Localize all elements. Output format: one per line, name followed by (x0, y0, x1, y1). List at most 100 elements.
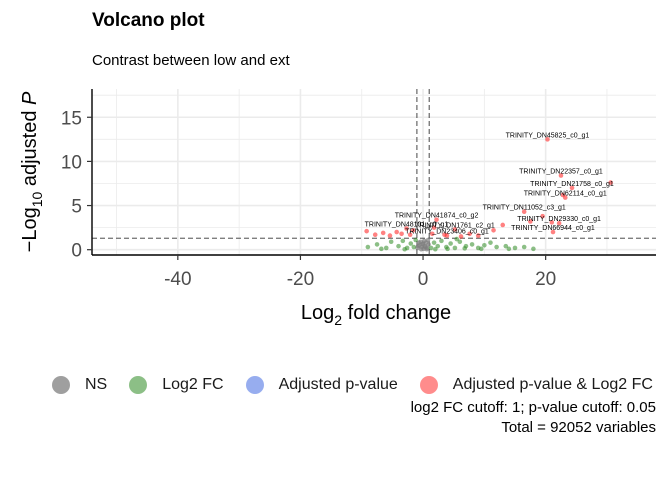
legend: NS Log2 FC Adjusted p-value Adjusted p-v… (52, 372, 672, 398)
data-point (521, 244, 527, 250)
legend-label: Adjusted p-value & Log2 FC (452, 376, 653, 393)
caption-total: Total = 92052 variables (501, 419, 656, 436)
point-label: TRINITY_DN21758_c0_g1 (530, 181, 614, 188)
data-point (435, 243, 441, 249)
y-tick-label: 10 (61, 152, 82, 173)
data-point (411, 244, 417, 250)
point-label: TRINITY_DN22357_c0_g1 (519, 169, 603, 176)
x-tick-label: 0 (418, 269, 429, 290)
data-point (396, 243, 401, 249)
data-point (457, 239, 463, 245)
point-label: TRINITY_DN66944_c0_g1 (511, 225, 595, 232)
data-point (491, 227, 496, 233)
legend-label: Adjusted p-value (278, 376, 398, 393)
data-point (506, 246, 512, 252)
legend-label: Log2 FC (162, 376, 224, 393)
point-label: TRINITY_DN11052_c3_g1 (483, 205, 566, 212)
data-point (482, 242, 487, 248)
data-point (462, 246, 468, 251)
data-point (429, 231, 435, 237)
data-point (388, 239, 394, 245)
data-point (431, 240, 437, 245)
legend-item-ns: NS (52, 376, 107, 394)
data-point (426, 242, 431, 247)
data-point (452, 245, 458, 251)
data-point (550, 229, 556, 235)
legend-key-log2fc (129, 376, 148, 394)
data-point (558, 173, 564, 178)
chart-caption: log2 FC cutoff: 1; p-value cutoff: 0.05 … (411, 398, 656, 438)
data-point (448, 241, 453, 246)
legend-key-ns (52, 376, 70, 394)
data-point (402, 246, 407, 252)
data-point (408, 241, 414, 246)
data-point (413, 237, 418, 243)
data-point (512, 245, 518, 251)
data-point (452, 227, 458, 232)
data-point (488, 240, 493, 245)
data-point (500, 222, 506, 228)
chart-title: Volcano plot (92, 10, 205, 31)
axes: -40 -20 0 20 0 5 10 15 (61, 89, 656, 290)
data-point (383, 245, 389, 251)
data-point (407, 232, 413, 237)
legend-label: NS (85, 376, 108, 393)
data-points (364, 137, 613, 252)
data-point (428, 245, 434, 251)
data-point (374, 242, 380, 247)
point-labels: TRINITY_DN45825_c0_g1 TRINITY_DN22357_c0_… (365, 132, 614, 235)
data-point (431, 225, 437, 230)
data-point (394, 229, 399, 235)
y-axis-title: −Log10 adjusted P (19, 91, 45, 252)
x-tick-label: -40 (164, 269, 191, 290)
legend-item-adjusted-pvalue-and-log2fc: Adjusted p-value & Log2 FC (419, 376, 653, 394)
data-point (425, 237, 431, 243)
data-point (372, 232, 378, 237)
data-point (494, 244, 499, 250)
data-point (400, 238, 406, 244)
legend-key-adjusted-pvalue-and-log2fc (419, 376, 438, 394)
legend-item-log2fc: Log2 FC (129, 376, 224, 394)
data-point (439, 238, 444, 244)
data-point (454, 236, 460, 242)
data-point (549, 220, 555, 225)
data-point (404, 226, 409, 231)
data-point (423, 244, 428, 250)
x-tick-label: -20 (287, 269, 314, 290)
data-point (608, 180, 613, 185)
y-tick-label: 15 (61, 108, 82, 129)
data-point (475, 233, 481, 238)
data-point (458, 234, 464, 239)
point-label: TRINITY_DN1761_c2_g1 (415, 222, 495, 229)
caption-cutoffs: log2 FC cutoff: 1; p-value cutoff: 0.05 (410, 399, 656, 416)
data-point (503, 243, 509, 249)
data-point (420, 242, 425, 247)
data-point (569, 185, 575, 191)
cutoff-lines (92, 89, 656, 255)
data-point (444, 233, 450, 238)
point-label: TRINITY_DN29330_c0_g1 (517, 216, 601, 223)
data-point (531, 246, 536, 252)
chart-subtitle: Contrast between low and ext (92, 52, 290, 69)
point-label: TRINITY_DN41874_c0_g2 (395, 213, 479, 220)
data-point (445, 246, 450, 252)
grid-lines (92, 89, 656, 255)
data-point (421, 238, 427, 244)
data-point (410, 227, 416, 233)
point-label: TRINITY_DN62114_c0_g1 (524, 191, 607, 198)
data-point (416, 240, 422, 245)
data-point (478, 246, 484, 252)
point-label: TRINITY_DN45825_c0_g1 (506, 132, 590, 139)
data-point (379, 246, 384, 252)
data-point (562, 195, 568, 200)
data-point (545, 137, 550, 142)
data-point (364, 228, 369, 234)
point-label: TRINITY_DN48101_c0_g1 (365, 222, 449, 229)
data-point (556, 220, 562, 226)
legend-item-adjusted-pvalue: Adjusted p-value (245, 376, 398, 394)
legend-key-adjusted-pvalue (245, 376, 264, 394)
x-tick-label: 20 (535, 269, 556, 290)
data-point (433, 246, 438, 252)
data-point (365, 244, 371, 250)
